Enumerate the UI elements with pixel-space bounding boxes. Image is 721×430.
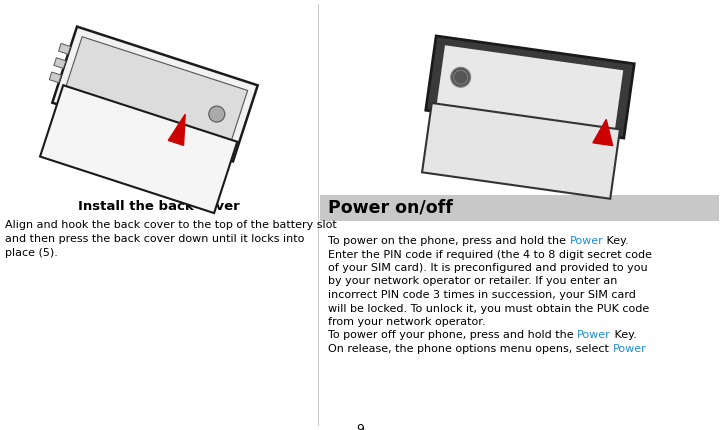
Bar [320, 196, 719, 221]
Polygon shape [53, 28, 257, 162]
Text: of your SIM card). It is preconfigured and provided to you: of your SIM card). It is preconfigured a… [328, 262, 647, 272]
Polygon shape [40, 86, 237, 214]
Text: 9: 9 [357, 422, 364, 430]
Text: Power on/off: Power on/off [328, 199, 453, 216]
Polygon shape [437, 46, 623, 129]
Polygon shape [63, 37, 247, 152]
Text: To power on the phone, press and hold the: To power on the phone, press and hold th… [328, 236, 570, 246]
Polygon shape [168, 115, 185, 146]
Text: Power: Power [612, 343, 646, 353]
Text: Align and hook the back cover to the top of the battery slot: Align and hook the back cover to the top… [5, 219, 337, 230]
Text: incorrect PIN code 3 times in succession, your SIM card: incorrect PIN code 3 times in succession… [328, 289, 636, 299]
Circle shape [209, 107, 225, 123]
Polygon shape [426, 37, 634, 139]
Text: Power: Power [570, 236, 603, 246]
Circle shape [451, 68, 471, 88]
Polygon shape [49, 73, 61, 83]
Polygon shape [422, 104, 620, 199]
Text: On release, the phone options menu opens, select: On release, the phone options menu opens… [328, 343, 612, 353]
Text: place (5).: place (5). [5, 247, 58, 258]
Text: Enter the PIN code if required (the 4 to 8 digit secret code: Enter the PIN code if required (the 4 to… [328, 249, 652, 259]
Text: To power off your phone, press and hold the: To power off your phone, press and hold … [328, 330, 577, 340]
Polygon shape [593, 120, 613, 146]
Polygon shape [54, 58, 66, 69]
Text: by your network operator or retailer. If you enter an: by your network operator or retailer. If… [328, 276, 617, 286]
Text: Key.: Key. [611, 330, 637, 340]
Text: from your network operator.: from your network operator. [328, 316, 485, 326]
Text: Key.: Key. [603, 236, 629, 246]
Text: and then press the back cover down until it locks into: and then press the back cover down until… [5, 233, 304, 243]
Text: will be locked. To unlock it, you must obtain the PUK code: will be locked. To unlock it, you must o… [328, 303, 649, 313]
Polygon shape [58, 44, 71, 55]
Text: Install the back cover: Install the back cover [78, 200, 240, 212]
Text: Power: Power [577, 330, 611, 340]
